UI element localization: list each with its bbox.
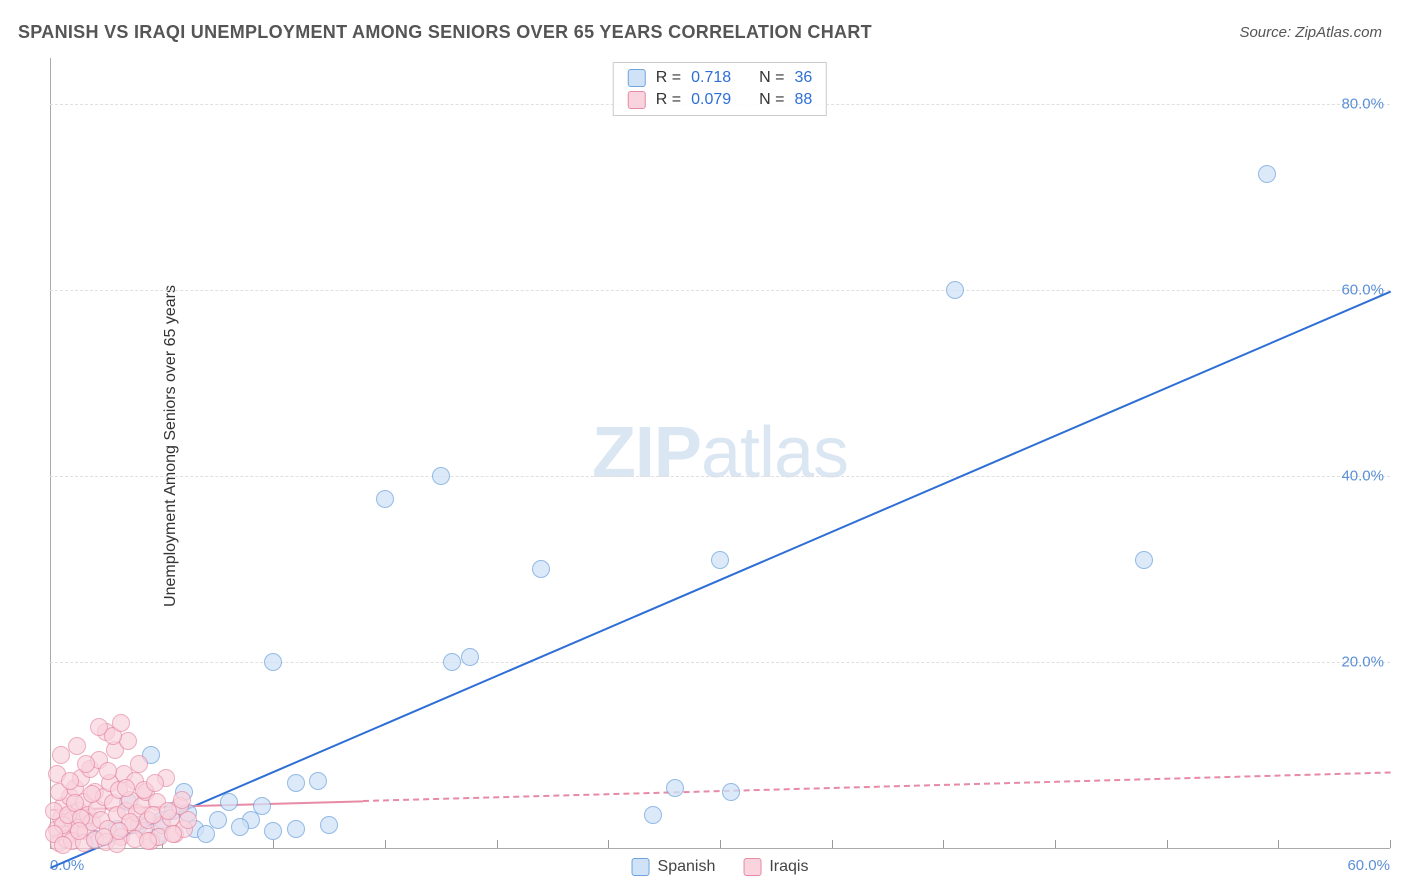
data-point xyxy=(117,779,135,797)
data-point xyxy=(164,825,182,843)
series-swatch xyxy=(628,69,646,87)
legend-item: Iraqis xyxy=(743,858,808,876)
data-point xyxy=(173,791,191,809)
x-max-label: 60.0% xyxy=(1347,857,1390,874)
data-point xyxy=(320,816,338,834)
data-point xyxy=(61,772,79,790)
x-tick xyxy=(1390,840,1391,848)
legend-label: Spanish xyxy=(658,858,716,876)
source-attribution: Source: ZipAtlas.com xyxy=(1239,24,1382,41)
n-value: 88 xyxy=(794,91,812,109)
watermark-text: ZIPatlas xyxy=(592,412,848,494)
data-point xyxy=(83,785,101,803)
data-point xyxy=(309,772,327,790)
data-point xyxy=(1135,551,1153,569)
data-point xyxy=(70,822,88,840)
data-point xyxy=(532,560,550,578)
data-point xyxy=(253,797,271,815)
data-point xyxy=(220,793,238,811)
data-point xyxy=(432,467,450,485)
data-point xyxy=(722,783,740,801)
data-point xyxy=(264,822,282,840)
data-point xyxy=(1258,165,1276,183)
y-axis-line xyxy=(50,58,51,848)
x-tick xyxy=(1167,840,1168,848)
data-point xyxy=(287,820,305,838)
data-point xyxy=(666,779,684,797)
data-point xyxy=(146,774,164,792)
data-point xyxy=(264,653,282,671)
series-swatch xyxy=(628,91,646,109)
data-point xyxy=(179,811,197,829)
data-point xyxy=(287,774,305,792)
data-point xyxy=(711,551,729,569)
gridline xyxy=(50,290,1390,291)
data-point xyxy=(197,825,215,843)
r-value: 0.079 xyxy=(691,91,741,109)
legend-swatch xyxy=(743,858,761,876)
data-point xyxy=(54,836,72,854)
chart-title: SPANISH VS IRAQI UNEMPLOYMENT AMONG SENI… xyxy=(18,22,872,43)
data-point xyxy=(644,806,662,824)
y-tick-label: 80.0% xyxy=(1341,96,1384,113)
data-point xyxy=(99,762,117,780)
data-point xyxy=(130,755,148,773)
x-tick xyxy=(608,840,609,848)
stats-row: R = 0.079 N = 88 xyxy=(628,89,812,111)
trend-line xyxy=(50,290,1391,868)
n-label: N = xyxy=(759,69,784,87)
data-point xyxy=(376,490,394,508)
data-point xyxy=(119,732,137,750)
legend-label: Iraqis xyxy=(769,858,808,876)
n-value: 36 xyxy=(794,69,812,87)
r-label: R = xyxy=(656,69,681,87)
data-point xyxy=(443,653,461,671)
x-tick xyxy=(273,840,274,848)
n-label: N = xyxy=(759,91,784,109)
watermark-bold: ZIP xyxy=(592,413,701,493)
x-tick xyxy=(943,840,944,848)
gridline xyxy=(50,476,1390,477)
legend-item: Spanish xyxy=(632,858,716,876)
series-legend: Spanish Iraqis xyxy=(632,858,809,876)
x-tick xyxy=(1278,840,1279,848)
data-point xyxy=(68,737,86,755)
data-point xyxy=(77,755,95,773)
data-point xyxy=(139,832,157,850)
y-tick-label: 20.0% xyxy=(1341,654,1384,671)
data-point xyxy=(946,281,964,299)
correlation-stats-box: R = 0.718 N = 36 R = 0.079 N = 88 xyxy=(613,62,827,116)
data-point xyxy=(461,648,479,666)
watermark-rest: atlas xyxy=(701,413,848,493)
x-tick xyxy=(720,840,721,848)
x-tick xyxy=(1055,840,1056,848)
data-point xyxy=(231,818,249,836)
y-tick-label: 40.0% xyxy=(1341,468,1384,485)
stats-row: R = 0.718 N = 36 xyxy=(628,67,812,89)
x-axis-line xyxy=(50,848,1390,849)
x-tick xyxy=(832,840,833,848)
trend-line xyxy=(363,772,1390,803)
r-value: 0.718 xyxy=(691,69,741,87)
x-tick xyxy=(385,840,386,848)
r-label: R = xyxy=(656,91,681,109)
scatter-plot-area: ZIPatlas 20.0%40.0%60.0%80.0%0.0%60.0%R … xyxy=(50,58,1390,848)
data-point xyxy=(112,714,130,732)
gridline xyxy=(50,662,1390,663)
x-tick xyxy=(497,840,498,848)
legend-swatch xyxy=(632,858,650,876)
